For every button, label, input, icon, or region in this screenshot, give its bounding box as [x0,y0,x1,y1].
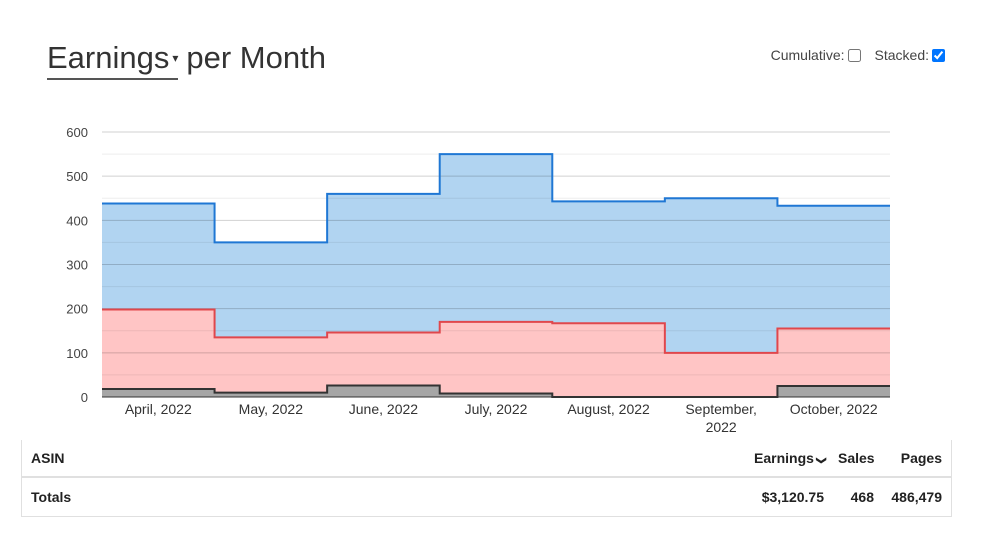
chevron-down-icon: ▾ [172,51,179,65]
x-tick-label: April, 2022 [125,401,192,417]
y-tick-label: 200 [66,302,88,317]
totals-row: Totals $3,120.75 468 486,479 [22,478,951,516]
stacked-label: Stacked: [874,47,929,63]
asin-table: ASIN Earnings ❯ Sales Pages Totals $3,120… [21,440,952,517]
earnings-chart: 0 100 200 300 400 500 600 April, 2022 May, 2022 J… [66,125,890,435]
x-tick-label-line: August, 2022 [567,401,650,417]
chevron-down-icon: ❯ [815,456,827,465]
totals-label: Totals [31,489,72,505]
y-tick-label: 400 [66,213,88,228]
series-area-1 [102,309,890,397]
totals-earnings: $3,120.75 [761,489,824,505]
x-tick-label: July, 2022 [465,401,528,417]
stacked-option: Stacked: [875,47,945,63]
totals-pages: 486,479 [891,489,942,505]
x-tick-label-line: May, 2022 [239,401,304,417]
earnings-header-label: Earnings [754,450,814,466]
x-tick-label-line: July, 2022 [465,401,528,417]
metric-dropdown[interactable]: Earnings ▾ [47,40,179,80]
x-tick-label: October, 2022 [790,401,878,417]
series-area-2 [102,154,890,353]
x-tick-label-line: October, 2022 [790,401,878,417]
y-tick-label: 300 [66,258,88,273]
y-tick-label: 500 [66,169,88,184]
series-line-2 [102,153,890,244]
cumulative-option: Cumulative: [771,47,861,63]
totals-sales: 468 [850,489,874,505]
series-line-1 [102,308,890,354]
series-area-0 [102,385,890,397]
y-tick-label: 0 [81,390,88,405]
x-tick-label: May, 2022 [239,401,304,417]
y-tick-label: 100 [66,346,88,361]
title-suffix: per Month [186,40,326,75]
x-tick-label-line: September, [685,401,757,417]
stacked-checkbox[interactable] [932,48,945,62]
x-tick-label-line: April, 2022 [125,401,192,417]
column-header-sales[interactable]: Sales [838,450,875,466]
x-tick-label: August, 2022 [567,401,650,417]
metric-label: Earnings [47,40,170,75]
column-header-pages[interactable]: Pages [900,450,942,466]
x-tick-label: September, 2022 [685,401,757,435]
cumulative-label: Cumulative: [770,47,845,63]
cumulative-checkbox[interactable] [847,48,861,62]
series-line-0 [102,384,890,398]
column-header-earnings[interactable]: Earnings ❯ [754,450,827,466]
table-header-row: ASIN Earnings ❯ Sales Pages [22,440,951,478]
chart-title: Earnings ▾ per Month [47,40,326,80]
chart-options: Cumulative: Stacked: [757,47,945,63]
x-tick-label: June, 2022 [349,401,418,417]
y-tick-label: 600 [66,125,88,140]
column-header-asin[interactable]: ASIN [31,450,65,466]
x-tick-label-line: June, 2022 [349,401,418,417]
x-tick-label-line: 2022 [706,419,737,435]
